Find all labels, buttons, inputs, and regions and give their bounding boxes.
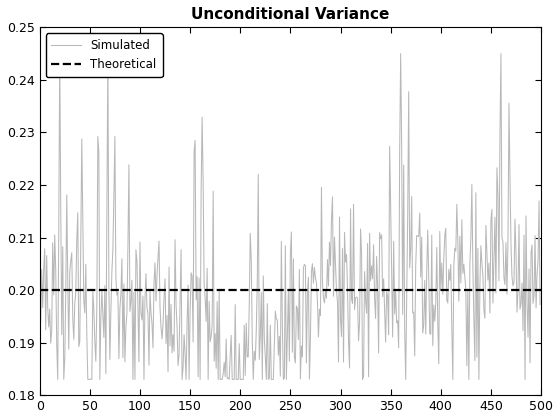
Simulated (54, 377, 61, 382)
Simulated (449, 324, 455, 329)
Simulated (536, 302, 543, 307)
Theoretical (36, 288, 43, 293)
Simulated (105, 51, 111, 56)
Simulated (36, 196, 43, 201)
Simulated (279, 321, 286, 326)
Simulated (336, 215, 343, 220)
Simulated (526, 360, 533, 365)
Legend: Simulated, Theoretical: Simulated, Theoretical (45, 33, 162, 77)
Line: Simulated: Simulated (40, 54, 540, 379)
Theoretical (38, 288, 44, 293)
Simulated (309, 261, 316, 266)
Simulated (276, 334, 283, 339)
Title: Unconditional Variance: Unconditional Variance (191, 7, 390, 22)
